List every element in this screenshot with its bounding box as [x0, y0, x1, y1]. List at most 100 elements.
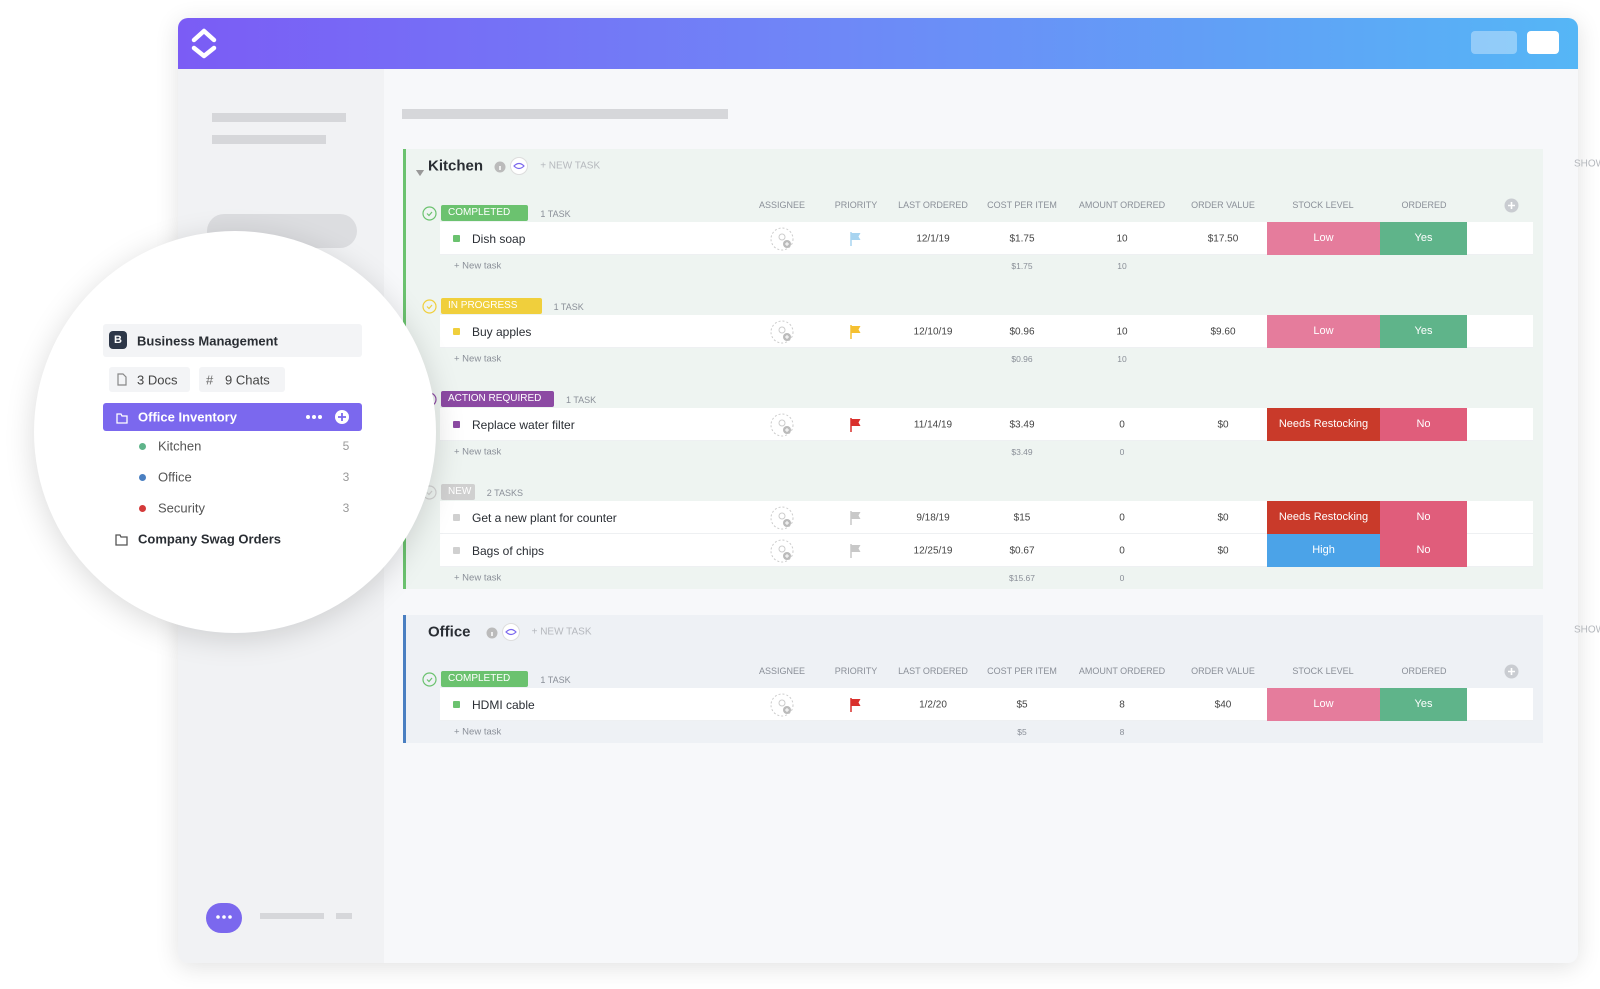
ordered[interactable]: No — [1380, 534, 1467, 567]
column-header: PRIORITY — [834, 200, 878, 210]
group-name[interactable]: Office — [428, 623, 471, 641]
task-count: 2 TASKS — [486, 488, 523, 498]
docs-chip — [109, 367, 190, 392]
collapse-arrow — [416, 163, 424, 181]
list-name[interactable]: Office — [158, 469, 192, 485]
chat-button[interactable] — [206, 903, 242, 933]
cell-cost: $15 — [1013, 512, 1031, 523]
column-header: COST PER ITEM — [987, 200, 1057, 210]
ordered[interactable]: Yes — [1380, 315, 1467, 348]
column-header: STOCK LEVEL — [1292, 200, 1354, 210]
task-name[interactable]: Buy apples — [472, 324, 532, 339]
new-task-link[interactable]: + New task — [454, 353, 502, 365]
group: Kitchen + NEW TASK SHOW CLOSED ASSIGNEE PRIO… — [403, 149, 1600, 589]
workspace-row — [103, 324, 362, 357]
task-status-dot — [453, 701, 460, 708]
status-label: IN PROGRESS — [441, 298, 542, 314]
ordered[interactable]: No — [1380, 501, 1467, 534]
stock-level[interactable]: Needs Restocking — [1267, 501, 1380, 534]
total-amount: 10 — [1117, 354, 1127, 364]
task-name[interactable]: Get a new plant for counter — [472, 510, 617, 525]
task-status-dot — [453, 421, 460, 428]
cell-amount: 10 — [1116, 233, 1128, 244]
task-status-dot — [453, 328, 460, 335]
new-task-link[interactable]: + New task — [454, 726, 502, 738]
task-status-dot — [453, 547, 460, 554]
stock-level[interactable]: Low — [1267, 315, 1380, 348]
workspace-name[interactable]: Business Management — [137, 333, 278, 349]
task-name[interactable]: Replace water filter — [472, 417, 575, 432]
total-amount: 10 — [1117, 261, 1127, 271]
stock-level[interactable]: Needs Restocking — [1267, 408, 1380, 441]
status-check — [422, 672, 437, 692]
new-task-link[interactable]: + New task — [454, 572, 502, 584]
stock-level[interactable]: Low — [1267, 222, 1380, 255]
ordered[interactable]: Yes — [1380, 688, 1467, 721]
column-header: STOCK LEVEL — [1292, 666, 1354, 676]
cell-cost: $5 — [1016, 699, 1028, 710]
list-count: 3 — [342, 470, 350, 484]
total-cost: $3.49 — [1011, 447, 1033, 457]
total-amount: 0 — [1119, 447, 1125, 457]
cell-order-value: $40 — [1214, 699, 1232, 710]
header-button[interactable] — [1471, 31, 1517, 54]
cell-cost: $0.67 — [1009, 545, 1035, 556]
folder-name[interactable]: Company Swag Orders — [138, 531, 282, 547]
priority-flag — [850, 417, 862, 437]
cell-cost: $0.96 — [1009, 326, 1035, 337]
status-check — [422, 299, 437, 319]
total-cost: $5 — [1017, 727, 1027, 737]
cell-amount: 0 — [1119, 545, 1125, 556]
watch-icon — [501, 623, 520, 646]
header-button[interactable] — [1527, 31, 1559, 54]
column-header: ASSIGNEE — [758, 666, 806, 676]
column-header: ORDER VALUE — [1191, 200, 1255, 210]
chats[interactable]: 9 Chats — [225, 372, 270, 388]
new-task-button[interactable]: + NEW TASK — [531, 626, 592, 638]
task-count: 1 TASK — [553, 302, 584, 312]
cell-order-value: $0 — [1217, 419, 1229, 430]
show-closed[interactable]: SHOW CLOSED — [1573, 158, 1600, 170]
ordered[interactable]: Yes — [1380, 222, 1467, 255]
total-amount: 0 — [1119, 573, 1125, 583]
show-closed[interactable]: SHOW CLOSED — [1573, 624, 1600, 636]
placeholder — [260, 913, 324, 919]
list-count: 5 — [342, 439, 350, 453]
cell-cost: $1.75 — [1009, 233, 1035, 244]
total-amount: 8 — [1119, 727, 1125, 737]
assignee — [770, 413, 794, 442]
task-count: 1 TASK — [540, 675, 571, 685]
cell-last-ordered: 12/10/19 — [913, 326, 953, 337]
chats-icon: # — [206, 372, 214, 388]
list-name[interactable]: Security — [158, 500, 205, 516]
column-header: ORDERED — [1401, 200, 1447, 210]
task-count: 1 TASK — [540, 209, 571, 219]
cell-order-value: $17.50 — [1207, 233, 1239, 244]
new-task-link[interactable]: + New task — [454, 260, 502, 272]
cell-last-ordered: 12/1/19 — [916, 233, 950, 244]
task-name[interactable]: HDMI cable — [472, 697, 535, 712]
task-name[interactable]: Bags of chips — [472, 543, 545, 558]
new-task-link[interactable]: + New task — [454, 446, 502, 458]
priority-flag — [850, 510, 862, 530]
priority-flag — [850, 697, 862, 717]
ordered[interactable]: No — [1380, 408, 1467, 441]
cell-order-value: $9.60 — [1210, 326, 1236, 337]
folder-name[interactable]: Office Inventory — [138, 409, 237, 425]
column-header: ASSIGNEE — [758, 200, 806, 210]
task-name[interactable]: Dish soap — [472, 231, 526, 246]
list-name[interactable]: Kitchen — [158, 438, 202, 454]
folder-icon — [115, 533, 128, 551]
docs[interactable]: 3 Docs — [137, 372, 178, 388]
cell-amount: 8 — [1119, 699, 1125, 710]
new-task-button[interactable]: + NEW TASK — [540, 160, 601, 172]
group-name[interactable]: Kitchen — [428, 157, 484, 175]
watch-icon — [510, 157, 529, 180]
stock-level[interactable]: High — [1267, 534, 1380, 567]
status-label: COMPLETED — [441, 205, 529, 221]
top-bar — [178, 18, 1578, 69]
add-column — [1504, 664, 1519, 684]
stock-level[interactable]: Low — [1267, 688, 1380, 721]
chats-chip — [199, 367, 285, 392]
list-count: 3 — [342, 501, 350, 515]
